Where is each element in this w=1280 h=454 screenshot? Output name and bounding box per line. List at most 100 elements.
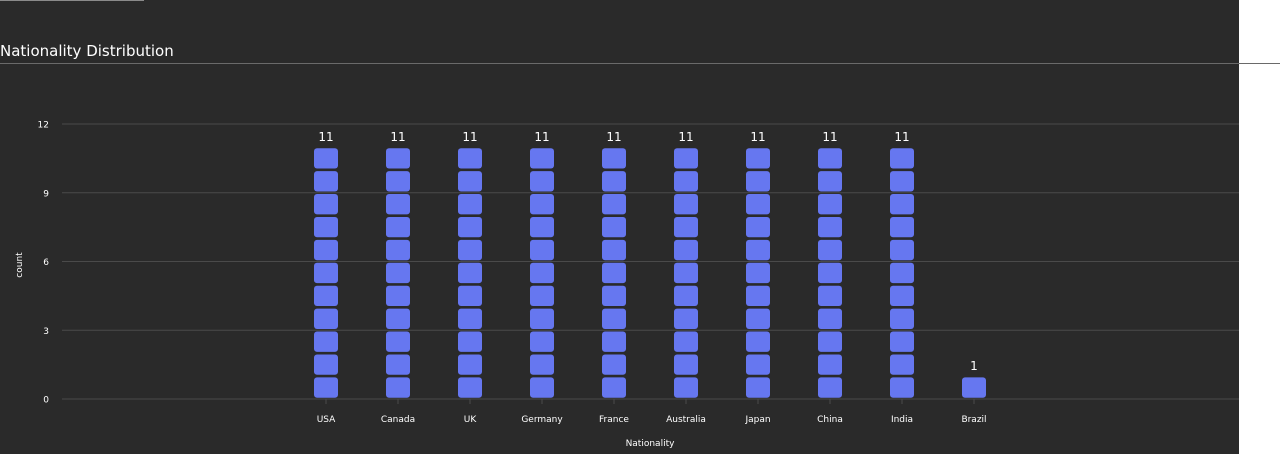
x-tick-label: China <box>817 415 843 425</box>
x-axis-label: Nationality <box>626 439 676 449</box>
bar-unit <box>314 308 338 329</box>
chart-title: Nationality Distribution <box>0 42 174 60</box>
data-label: 11 <box>894 130 909 144</box>
bar-unit <box>530 239 554 261</box>
bar-unit <box>818 194 842 215</box>
bar-unit <box>674 377 698 398</box>
data-label: 11 <box>606 130 621 144</box>
bar-unit <box>386 194 410 215</box>
bar-unit <box>890 331 914 352</box>
y-tick-label: 3 <box>43 327 49 337</box>
bar-unit <box>386 331 410 352</box>
bar-unit <box>818 216 842 238</box>
bar-unit <box>458 331 482 352</box>
title-divider <box>0 63 1280 64</box>
y-tick-label: 12 <box>38 121 49 131</box>
data-label: 11 <box>750 130 765 144</box>
bar-unit <box>890 171 914 192</box>
y-tick-label: 9 <box>43 189 49 199</box>
bar-unit <box>746 262 770 284</box>
data-label: 11 <box>534 130 549 144</box>
bar-unit <box>818 331 842 352</box>
x-tick-label: USA <box>317 415 336 425</box>
bar-unit <box>674 354 698 375</box>
bar-unit <box>602 194 626 215</box>
bar-unit <box>890 377 914 398</box>
bar-unit <box>314 262 338 284</box>
y-tick-labels: 0 3 6 9 12 <box>38 121 50 406</box>
x-tick-label: Australia <box>666 415 706 425</box>
bar-unit <box>746 377 770 398</box>
bar-unit <box>818 377 842 398</box>
bar-unit <box>458 239 482 261</box>
bar-unit <box>674 171 698 192</box>
bar-unit <box>818 285 842 307</box>
bar-unit <box>746 354 770 375</box>
data-label: 11 <box>462 130 477 144</box>
bar-unit <box>818 262 842 284</box>
top-tab-indicator <box>0 0 144 1</box>
x-tick-label: UK <box>464 415 478 425</box>
bar-unit <box>386 308 410 329</box>
bar-unit <box>602 148 626 169</box>
bar-unit <box>746 171 770 192</box>
x-tick-label: Brazil <box>961 415 986 425</box>
bar-unit <box>746 239 770 261</box>
bar-unit <box>890 354 914 375</box>
bar-unit <box>746 308 770 329</box>
bar-unit <box>890 148 914 169</box>
bar-unit <box>602 171 626 192</box>
y-tick-label: 6 <box>43 258 49 268</box>
bar-unit <box>314 377 338 398</box>
bar-unit <box>530 194 554 215</box>
bar-unit <box>530 377 554 398</box>
bar-unit <box>602 239 626 261</box>
bar-unit <box>458 262 482 284</box>
bar-unit <box>314 171 338 192</box>
bar-unit <box>314 239 338 261</box>
x-tick-labels: USA Canada UK Germany France Australia Japan Ch… <box>317 399 987 425</box>
bar-unit <box>818 354 842 375</box>
bar-unit <box>602 285 626 307</box>
bar-unit <box>386 354 410 375</box>
bar-unit <box>674 194 698 215</box>
data-label: 11 <box>822 130 837 144</box>
bar-unit <box>314 354 338 375</box>
bar-unit <box>386 377 410 398</box>
y-axis-label: count <box>15 252 25 278</box>
bar-unit <box>746 331 770 352</box>
bar-unit <box>890 216 914 238</box>
bar-unit <box>314 331 338 352</box>
bar-unit <box>890 262 914 284</box>
bar-unit <box>818 171 842 192</box>
grid-layer <box>62 123 1239 400</box>
bar-unit <box>674 262 698 284</box>
data-label: 11 <box>678 130 693 144</box>
bar-unit <box>386 239 410 261</box>
x-tick-label: France <box>599 415 629 425</box>
bar-unit <box>674 308 698 329</box>
x-tick-label: India <box>891 415 913 425</box>
bar-unit <box>530 216 554 238</box>
bar-unit <box>746 285 770 307</box>
bar-unit <box>746 148 770 169</box>
bar-unit <box>458 148 482 169</box>
bar-unit <box>458 216 482 238</box>
bar-layer: 11 11 11 11 11 11 11 11 111 <box>314 130 986 398</box>
bar-unit <box>602 262 626 284</box>
x-tick-label: Germany <box>521 415 563 425</box>
bar-unit <box>530 308 554 329</box>
data-label: 11 <box>390 130 405 144</box>
bar-unit <box>890 194 914 215</box>
bar-unit <box>818 148 842 169</box>
bar-unit <box>386 285 410 307</box>
bar-unit <box>962 377 986 398</box>
bar-unit <box>890 308 914 329</box>
bar-unit <box>458 377 482 398</box>
bar-unit <box>674 239 698 261</box>
bar-unit <box>674 216 698 238</box>
bar-unit <box>458 308 482 329</box>
bar-unit <box>674 331 698 352</box>
bar-unit <box>530 262 554 284</box>
